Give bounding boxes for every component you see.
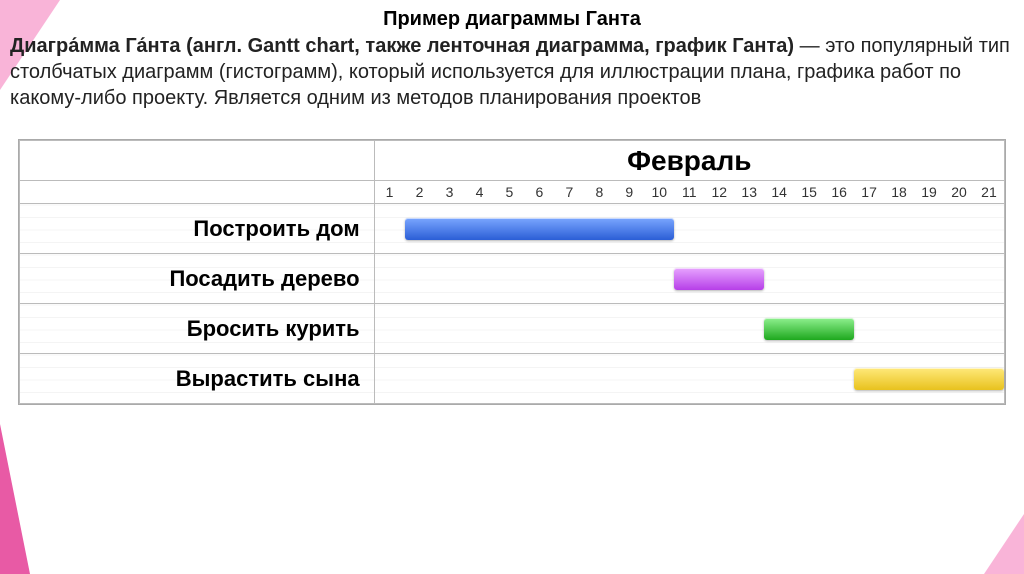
gantt-task-cell [374,254,1004,304]
page-title: Пример диаграммы Ганта [10,8,1014,31]
gantt-day-label: 9 [614,181,644,203]
gantt-day-label: 7 [554,181,584,203]
gantt-day-label: 17 [854,181,884,203]
gantt-day-label: 10 [644,181,674,203]
gantt-month-header: Февраль [374,141,1004,181]
gantt-task-row: Бросить курить [20,304,1005,354]
gantt-day-label: 4 [465,181,495,203]
description-text: Диагра́мма Га́нта (англ. Gantt chart, та… [10,33,1014,111]
gantt-day-label: 11 [674,181,704,203]
gantt-task-cell [374,354,1004,404]
gantt-task-row: Посадить дерево [20,254,1005,304]
gantt-day-label: 2 [405,181,435,203]
gantt-day-label: 15 [794,181,824,203]
gantt-days-empty [20,181,375,204]
gantt-day-label: 5 [494,181,524,203]
gantt-day-label: 13 [734,181,764,203]
decoration-corner-bl [0,424,30,574]
gantt-day-label: 14 [764,181,794,203]
gantt-day-label: 18 [884,181,914,203]
gantt-day-label: 3 [435,181,465,203]
gantt-day-label: 6 [524,181,554,203]
gantt-chart: Февраль 12345678910111213141516171819202… [18,139,1006,405]
gantt-days-row: 123456789101112131415161718192021 [20,181,1005,204]
gantt-task-row: Построить дом [20,204,1005,254]
gantt-day-label: 1 [375,181,405,203]
gantt-task-row: Вырастить сына [20,354,1005,404]
gantt-table: Февраль 12345678910111213141516171819202… [19,140,1005,404]
gantt-day-label: 12 [704,181,734,203]
gantt-day-label: 8 [584,181,614,203]
gantt-day-label: 16 [824,181,854,203]
gantt-task-label: Вырастить сына [20,354,375,404]
gantt-day-label: 21 [974,181,1004,203]
content-area: Пример диаграммы Ганта Диагра́мма Га́нта… [0,0,1024,405]
gantt-day-label: 20 [944,181,974,203]
gantt-task-label: Посадить дерево [20,254,375,304]
gantt-task-cell [374,204,1004,254]
gantt-bar [674,268,764,290]
gantt-header-empty [20,141,375,181]
gantt-bar [405,218,675,240]
gantt-days-cell: 123456789101112131415161718192021 [374,181,1004,204]
gantt-header-row: Февраль [20,141,1005,181]
gantt-bar [854,368,1004,390]
decoration-corner-br [984,514,1024,574]
gantt-task-label: Построить дом [20,204,375,254]
gantt-task-label: Бросить курить [20,304,375,354]
gantt-bar [764,318,854,340]
description-bold: Диагра́мма Га́нта (англ. Gantt chart, та… [10,35,794,57]
gantt-task-cell [374,304,1004,354]
gantt-day-label: 19 [914,181,944,203]
